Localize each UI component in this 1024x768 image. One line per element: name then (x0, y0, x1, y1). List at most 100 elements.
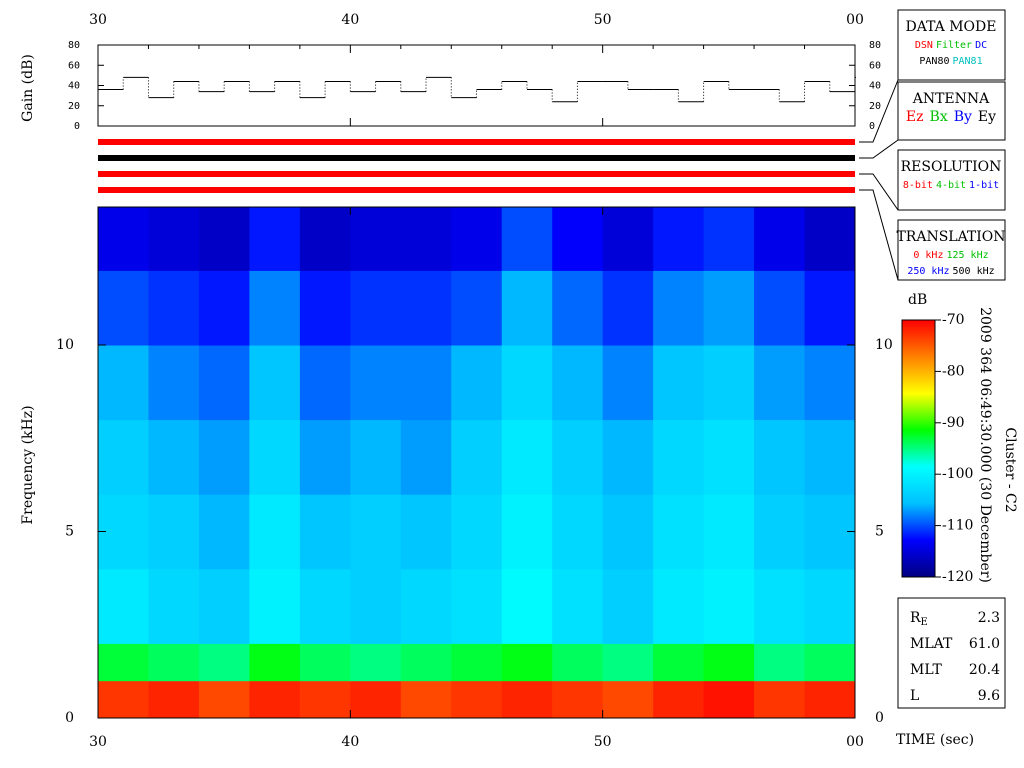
timestamp: 2009 364 06:49:30.000 (30 December) (977, 307, 993, 583)
spectrogram-cell (198, 568, 250, 644)
y-tick-label: 20 (68, 101, 80, 112)
spectrogram-cell (198, 494, 250, 570)
status-bar (98, 139, 855, 145)
spectrogram-cell (653, 270, 705, 346)
legend-row: Ez Bx By Ey (906, 109, 996, 125)
spectrogram-cell (501, 207, 553, 271)
spectrogram-cell (198, 680, 250, 719)
colorbar-tick-label: -110 (942, 518, 973, 534)
spectrogram-cell (501, 419, 553, 495)
x-tick-label: 40 (341, 12, 359, 28)
y-tick-label: 10 (56, 337, 74, 353)
spectrogram-cell (98, 680, 149, 719)
spectrogram-cell (400, 643, 452, 682)
legend-row: 0 kHz 125 kHz (913, 250, 988, 261)
spectrogram-cell (148, 345, 200, 421)
spectrogram-cell (754, 680, 806, 719)
y-tick-label: 80 (68, 40, 80, 51)
spectrogram-cell (98, 207, 149, 271)
info-label-text: MLT (910, 662, 942, 678)
spectrogram-cell (299, 207, 351, 271)
spectrogram-cell (350, 270, 402, 346)
freq-axis-label: Frequency (kHz) (20, 405, 36, 524)
spectrogram-cell (602, 643, 654, 682)
y-tick-label: 0 (74, 121, 80, 132)
colorbar-tick-label: -90 (942, 415, 965, 431)
legend-row: 250 kHz 500 kHz (907, 266, 994, 277)
info-value: 20.4 (969, 662, 1000, 678)
spectrogram-cell (249, 494, 301, 570)
spectrogram-cell (501, 643, 553, 682)
spectrogram-cell (804, 345, 856, 421)
spectrogram-cell (400, 680, 452, 719)
legend-item: 0 kHz (913, 250, 943, 261)
spectrogram-cell (552, 345, 604, 421)
y-tick-label: 0 (65, 710, 74, 726)
info-label-text: R (910, 610, 921, 626)
spectrogram-cell (198, 345, 250, 421)
info-label: MLAT (910, 636, 953, 652)
legend-box-title: ANTENNA (912, 91, 990, 107)
legend-item: 8-bit (903, 180, 933, 191)
spectrogram-cell (602, 270, 654, 346)
legend-item: Bx (930, 109, 948, 125)
spectrogram-cell (501, 680, 553, 719)
spectrogram-cell (249, 680, 301, 719)
legend-row: 8-bit 4-bit 1-bit (903, 180, 999, 191)
spectrogram-cell (703, 207, 755, 271)
spectrogram-cell (552, 207, 604, 271)
y-tick-label: 5 (65, 524, 74, 540)
gain-axis-label: Gain (dB) (20, 54, 36, 122)
info-label-text: MLAT (910, 636, 953, 652)
spectrogram-cell (249, 207, 301, 271)
x-tick-label: 00 (846, 734, 864, 750)
status-connector (859, 79, 899, 143)
spectrogram-cell (350, 419, 402, 495)
spectrogram-cell (350, 680, 402, 719)
spectrogram-cell (451, 345, 503, 421)
legend-box-title: DATA MODE (906, 19, 997, 35)
legend-item: By (954, 109, 972, 125)
legend-item: Ey (978, 109, 996, 125)
spectrogram-cell (552, 494, 604, 570)
spectrogram-cell (653, 494, 705, 570)
spectrogram-cell (552, 419, 604, 495)
spectrogram-cell (451, 270, 503, 346)
spectrogram-cell (400, 494, 452, 570)
legend-box (897, 9, 1006, 81)
time-axis-label: TIME (sec) (896, 732, 974, 748)
legend-row: PAN80 PAN81 (919, 56, 982, 67)
spectrogram-cell (198, 419, 250, 495)
legend-item: PAN81 (953, 56, 983, 67)
spectrogram-cell (400, 207, 452, 271)
spectrogram-cell (299, 643, 351, 682)
spectrogram-cell (804, 568, 856, 644)
spectrogram-cell (198, 643, 250, 682)
spectrogram-frame (97, 206, 856, 719)
spectrogram-cell (198, 270, 250, 346)
spectrogram-cell (400, 419, 452, 495)
legend-item: 500 kHz (953, 266, 995, 277)
spectrogram-cell (552, 568, 604, 644)
colorbar-tick-label: -80 (942, 363, 965, 379)
spectrogram-cell (249, 419, 301, 495)
spectrogram-cell (552, 643, 604, 682)
spectrogram-cell (703, 680, 755, 719)
legend-box-title: RESOLUTION (901, 159, 1002, 175)
spectrogram-cell (350, 568, 402, 644)
y-tick-label: 40 (869, 81, 881, 92)
spectrogram-cell (754, 568, 806, 644)
x-tick-label: 00 (846, 12, 864, 28)
colorbar (901, 319, 936, 578)
status-bar (98, 187, 855, 193)
spectrogram-cell (299, 270, 351, 346)
info-label: RE (910, 610, 928, 628)
spectrogram-cell (653, 419, 705, 495)
y-tick-label: 60 (869, 60, 881, 71)
spectrogram-cell (703, 419, 755, 495)
legend-row: DSN Filter DC (915, 40, 987, 51)
spectrogram-cell (804, 270, 856, 346)
spectrogram-cell (451, 568, 503, 644)
legend-item: DC (975, 40, 987, 51)
spectrogram-cell (501, 270, 553, 346)
